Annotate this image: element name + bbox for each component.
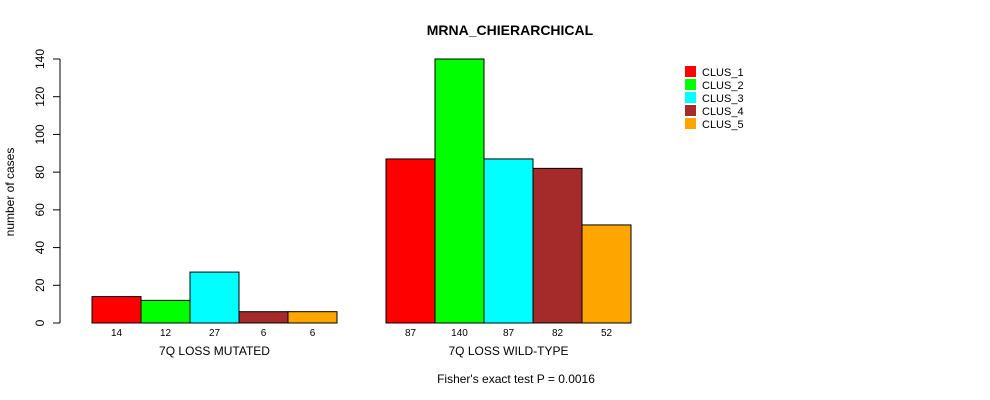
y-tick-label: 100 bbox=[33, 124, 47, 144]
y-tick-label: 40 bbox=[33, 241, 47, 255]
bar-clus-4-wild-type bbox=[532, 167, 583, 324]
bar-clus-1-mutated bbox=[91, 296, 142, 324]
group-label: 7Q LOSS WILD-TYPE bbox=[448, 344, 568, 358]
bars-group bbox=[91, 58, 632, 324]
bar-count-label: 6 bbox=[261, 328, 267, 339]
bar-clus-3-wild-type bbox=[483, 158, 534, 324]
fisher-test-footnote: Fisher's exact test P = 0.0016 bbox=[437, 372, 595, 386]
y-axis: 0 20 40 60 80 100 120 140 bbox=[33, 49, 61, 326]
y-tick-label: 60 bbox=[33, 203, 47, 217]
bar-clus-2-mutated bbox=[140, 299, 191, 324]
y-tick-label: 120 bbox=[33, 86, 47, 106]
legend-swatch-clus-2 bbox=[685, 79, 696, 90]
bar-count-label: 27 bbox=[209, 328, 221, 339]
y-tick-label: 140 bbox=[33, 49, 47, 69]
legend-label: CLUS_2 bbox=[702, 80, 744, 92]
legend-swatch-clus-4 bbox=[685, 105, 696, 116]
bar-count-label: 87 bbox=[405, 328, 417, 339]
y-tick-label: 80 bbox=[33, 165, 47, 179]
legend-label: CLUS_1 bbox=[702, 67, 744, 79]
legend-swatch-clus-1 bbox=[685, 66, 696, 77]
legend-label: CLUS_4 bbox=[702, 106, 744, 118]
y-axis-label: number of cases bbox=[3, 148, 17, 237]
bar-count-label: 52 bbox=[601, 328, 613, 339]
legend-label: CLUS_3 bbox=[702, 93, 744, 105]
bar-count-label: 6 bbox=[310, 328, 316, 339]
bar-count-label: 82 bbox=[552, 328, 564, 339]
group-labels: 7Q LOSS MUTATED 7Q LOSS WILD-TYPE bbox=[159, 344, 568, 358]
bar-clus-2-wild-type bbox=[434, 58, 485, 324]
chart-title: MRNA_CHIERARCHICAL bbox=[427, 22, 594, 38]
y-tick-label: 0 bbox=[33, 319, 47, 326]
legend-swatch-clus-3 bbox=[685, 92, 696, 103]
legend-swatch-clus-5 bbox=[685, 118, 696, 129]
group-label: 7Q LOSS MUTATED bbox=[159, 344, 270, 358]
y-tick-label: 20 bbox=[33, 278, 47, 292]
bar-clus-5-mutated bbox=[287, 311, 338, 324]
legend-label: CLUS_5 bbox=[702, 119, 744, 131]
bar-count-label: 140 bbox=[451, 328, 468, 339]
bar-clus-1-wild-type bbox=[385, 158, 436, 324]
bar-count-label: 14 bbox=[111, 328, 123, 339]
bar-count-labels: 14 12 27 6 6 87 140 87 82 52 bbox=[111, 328, 613, 339]
bar-clus-4-mutated bbox=[238, 311, 289, 324]
bar-clus-5-wild-type bbox=[581, 224, 632, 324]
bar-count-label: 12 bbox=[160, 328, 172, 339]
bar-clus-3-mutated bbox=[189, 271, 240, 324]
bar-count-label: 87 bbox=[503, 328, 515, 339]
